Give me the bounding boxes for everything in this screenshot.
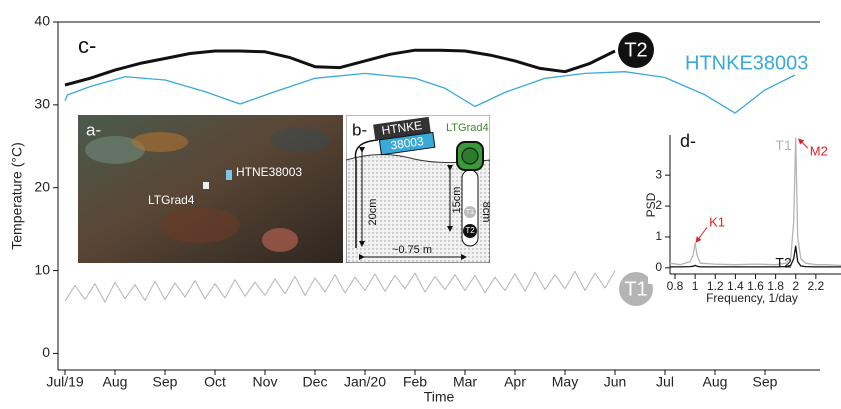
- series-line: [64, 48, 616, 87]
- panel-label: c-: [78, 33, 96, 58]
- x-tick-label: Mar: [453, 374, 477, 390]
- panel-label: d-: [680, 131, 696, 151]
- annotation: M2: [810, 144, 828, 159]
- x-tick-label: Jul: [656, 374, 674, 390]
- sensor-label: T2: [465, 226, 475, 235]
- series-line: [64, 270, 616, 303]
- x-tick-label: 1.6: [747, 279, 764, 293]
- photo-patch: [160, 207, 240, 243]
- y-tick-label: 10: [34, 261, 50, 277]
- panel-label: b-: [352, 120, 367, 139]
- x-tick-label: 1.4: [727, 279, 744, 293]
- panel-label: a-: [86, 120, 101, 139]
- seafloor: [346, 153, 490, 263]
- sensor-label: T1: [466, 209, 474, 216]
- legend-label: T1: [624, 278, 647, 300]
- psd-background: [648, 126, 841, 284]
- y-tick-label: 30: [34, 96, 50, 112]
- insets: a- HTNE38003 LTGrad4 HTNKE 38003 b- LTGr…: [78, 115, 492, 263]
- x-axis-title: Frequency, 1/day: [706, 291, 798, 305]
- psd-chart: 0 1 2 3 0.8 1 1.2 1.4 1.6 1.8 2 2.2 Frequency, 1/day…: [644, 131, 841, 305]
- y-axis-title: PSD: [644, 192, 658, 217]
- x-tick-label: 2.2: [808, 279, 825, 293]
- x-tick-label: 1.8: [767, 279, 784, 293]
- photo-patch: [270, 128, 330, 152]
- dimension-label: ~0.75 m: [392, 244, 432, 256]
- x-tick-label: Aug: [103, 374, 128, 390]
- x-tick-label: Oct: [204, 374, 226, 390]
- y-tick-label: 2: [655, 198, 662, 212]
- y-tick-label: 0: [42, 344, 50, 360]
- photo-sensor: [203, 182, 209, 189]
- series-line: [64, 71, 796, 114]
- photo-sensor: [226, 170, 232, 180]
- probe-head: [461, 147, 479, 165]
- x-tick-label: Sep: [753, 374, 778, 390]
- x-tick-label: Nov: [253, 374, 278, 390]
- x-tick-label: 1.2: [707, 279, 724, 293]
- cable: [354, 139, 379, 248]
- series-label: T1: [775, 137, 792, 153]
- photo-label: HTNE38003: [236, 165, 302, 179]
- y-tick-label: 40: [34, 13, 50, 29]
- photo-label: LTGrad4: [148, 193, 195, 207]
- dimension-label: 8cm: [480, 202, 492, 223]
- x-tick-label: Apr: [504, 374, 526, 390]
- x-tick-label: Aug: [703, 374, 728, 390]
- y-tick-label: 0: [655, 260, 662, 274]
- sensor-t2: [463, 224, 477, 238]
- x-tick-label: Jun: [604, 374, 627, 390]
- x-tick-label: 1: [692, 279, 699, 293]
- x-tick-label: Feb: [403, 374, 427, 390]
- psd-panel: [648, 126, 841, 284]
- y-axis-title: Temperature (°C): [9, 142, 25, 250]
- y-tick-label: 20: [34, 178, 50, 194]
- sensor-label: HTNKE: [381, 118, 423, 138]
- series-label: T2: [775, 255, 792, 271]
- legend-marker: [618, 32, 654, 68]
- annotation: K1: [709, 215, 725, 230]
- photo-patch: [262, 228, 298, 252]
- x-tick-label: 2: [792, 279, 799, 293]
- series-line: [669, 137, 841, 267]
- legend-label: T2: [624, 39, 647, 61]
- legend-label: HTNKE38003: [685, 52, 808, 74]
- x-tick-label: 0.8: [667, 279, 684, 293]
- x-tick-label: Dec: [303, 374, 328, 390]
- dimension-label: 15cm: [451, 187, 463, 214]
- dimension-label: 20cm: [367, 199, 379, 226]
- x-tick-label: Sep: [153, 374, 178, 390]
- x-tick-label: Jan/20: [344, 374, 386, 390]
- sensor-body: [378, 131, 436, 156]
- legend-marker: [619, 272, 653, 306]
- probe-label: LTGrad4: [446, 122, 489, 134]
- sensor-t1: [464, 206, 476, 218]
- annotation-arrow: [695, 226, 708, 243]
- photo-patch: [132, 132, 188, 152]
- series-line: [670, 245, 841, 268]
- y-tick-label: 3: [655, 167, 662, 181]
- y-tick-label: 1: [655, 229, 662, 243]
- sensor-label: 38003: [390, 134, 425, 153]
- photo-patch: [85, 136, 145, 164]
- x-tick-label: May: [552, 374, 578, 390]
- x-axis-title: Time: [424, 389, 455, 405]
- annotation-arrow: [798, 138, 809, 149]
- photo-panel: a- HTNE38003 LTGrad4: [78, 115, 343, 263]
- x-tick-label: Jul/19: [46, 374, 84, 390]
- diagram-panel: HTNKE 38003 b- LTGrad4 T1 T2 20cm 15cm 8…: [346, 115, 492, 263]
